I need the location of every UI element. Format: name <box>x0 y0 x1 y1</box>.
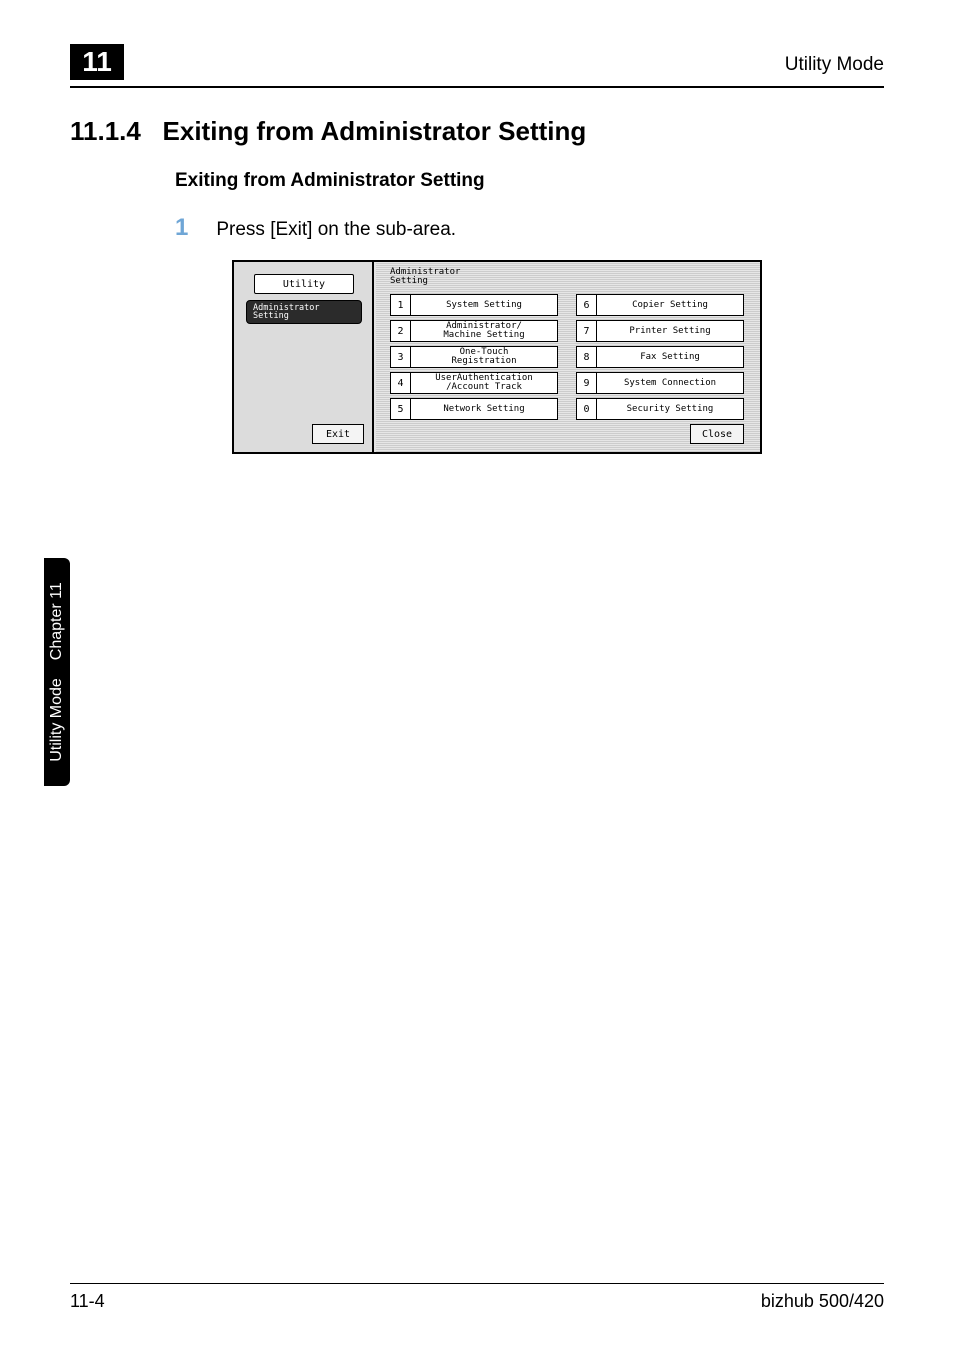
menu-row[interactable]: 9System Connection <box>576 372 744 394</box>
menu-row[interactable]: 1System Setting <box>390 294 558 316</box>
menu-button[interactable]: Printer Setting <box>596 320 744 342</box>
menu-button[interactable]: Security Setting <box>596 398 744 420</box>
chapter-number: 11 <box>82 46 112 78</box>
menu-number: 9 <box>576 372 596 394</box>
menu-row[interactable]: 5Network Setting <box>390 398 558 420</box>
menu-button[interactable]: Network Setting <box>410 398 558 420</box>
lcd-left-area: Utility Administrator Setting Exit <box>234 262 374 452</box>
menu-number: 0 <box>576 398 596 420</box>
menu-number: 2 <box>390 320 410 342</box>
menu-row[interactable]: 7Printer Setting <box>576 320 744 342</box>
menu-button[interactable]: UserAuthentication /Account Track <box>410 372 558 394</box>
menu-button[interactable]: System Setting <box>410 294 558 316</box>
header-rule <box>70 86 884 88</box>
menu-button[interactable]: System Connection <box>596 372 744 394</box>
menu-row[interactable]: 2Administrator/ Machine Setting <box>390 320 558 342</box>
close-label: Close <box>702 429 732 440</box>
chapter-badge: 11 <box>70 44 124 80</box>
utility-label: Utility <box>283 279 325 290</box>
utility-button[interactable]: Utility <box>254 274 354 294</box>
menu-number: 7 <box>576 320 596 342</box>
section-number: 11.1.4 <box>70 116 141 146</box>
menu-row[interactable]: 4UserAuthentication /Account Track <box>390 372 558 394</box>
close-button[interactable]: Close <box>690 424 744 444</box>
section-title: Exiting from Administrator Setting <box>163 116 587 146</box>
section-heading: 11.1.4 Exiting from Administrator Settin… <box>70 116 586 147</box>
menu-number: 3 <box>390 346 410 368</box>
menu-row[interactable]: 8Fax Setting <box>576 346 744 368</box>
side-tab: Utility Mode Chapter 11 <box>44 558 70 786</box>
menu-row[interactable]: 6Copier Setting <box>576 294 744 316</box>
exit-label: Exit <box>326 429 350 440</box>
admin-setting-label: Administrator Setting <box>253 304 320 321</box>
menu-button[interactable]: Fax Setting <box>596 346 744 368</box>
section-subtitle: Exiting from Administrator Setting <box>175 170 485 192</box>
admin-setting-pill[interactable]: Administrator Setting <box>246 300 362 324</box>
lcd-right-title: Administrator Setting <box>390 268 460 286</box>
lcd-panel: Utility Administrator Setting Exit Admin… <box>232 260 762 454</box>
lcd-right-area: Administrator Setting 1System Setting2Ad… <box>376 262 760 452</box>
menu-button[interactable]: One-Touch Registration <box>410 346 558 368</box>
footer-right: bizhub 500/420 <box>761 1291 884 1312</box>
menu-number: 5 <box>390 398 410 420</box>
menu-number: 1 <box>390 294 410 316</box>
menu-number: 4 <box>390 372 410 394</box>
footer-left: 11-4 <box>70 1291 105 1312</box>
side-tab-line1: Utility Mode <box>48 678 66 762</box>
menu-button[interactable]: Copier Setting <box>596 294 744 316</box>
step-1: 1 Press [Exit] on the sub-area. <box>175 214 456 242</box>
side-tab-inner: Utility Mode Chapter 11 <box>48 582 66 762</box>
menu-button[interactable]: Administrator/ Machine Setting <box>410 320 558 342</box>
side-tab-line2: Chapter 11 <box>48 582 66 660</box>
exit-button[interactable]: Exit <box>312 424 364 444</box>
step-text: Press [Exit] on the sub-area. <box>216 219 456 241</box>
menu-row[interactable]: 3One-Touch Registration <box>390 346 558 368</box>
menu-row[interactable]: 0Security Setting <box>576 398 744 420</box>
menu-number: 6 <box>576 294 596 316</box>
menu-number: 8 <box>576 346 596 368</box>
footer-rule <box>70 1283 884 1284</box>
header-right: Utility Mode <box>785 54 884 76</box>
step-number: 1 <box>175 214 188 242</box>
